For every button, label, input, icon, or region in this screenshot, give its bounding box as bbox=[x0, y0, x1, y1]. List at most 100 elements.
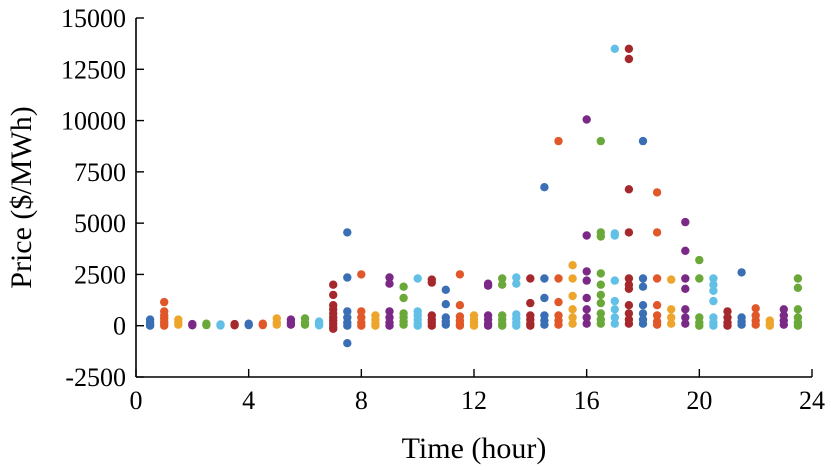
data-point bbox=[624, 319, 634, 328]
data-point bbox=[793, 321, 803, 330]
data-point bbox=[723, 321, 732, 330]
data-point bbox=[272, 320, 281, 329]
data-point bbox=[230, 321, 239, 330]
data-point bbox=[709, 274, 718, 283]
data-point bbox=[568, 274, 577, 283]
data-point bbox=[174, 320, 183, 329]
data-point bbox=[624, 44, 634, 53]
x-tick-label: 16 bbox=[574, 386, 600, 415]
data-point bbox=[582, 319, 591, 328]
data-point bbox=[793, 305, 803, 314]
y-tick-label: 5000 bbox=[74, 209, 126, 238]
data-point bbox=[779, 320, 788, 329]
data-point bbox=[540, 293, 549, 303]
data-point bbox=[610, 305, 619, 314]
data-point bbox=[343, 321, 352, 330]
data-point bbox=[568, 319, 577, 328]
data-point bbox=[441, 320, 450, 329]
data-point bbox=[596, 290, 605, 300]
data-point bbox=[709, 280, 718, 289]
data-point bbox=[751, 304, 760, 313]
y-tick-label: 15000 bbox=[61, 4, 126, 33]
data-point bbox=[385, 279, 394, 288]
data-point bbox=[596, 280, 605, 289]
data-point bbox=[624, 185, 634, 194]
data-point bbox=[624, 284, 634, 293]
data-point bbox=[399, 282, 408, 291]
data-point bbox=[526, 321, 535, 330]
data-point bbox=[540, 183, 549, 192]
data-point bbox=[793, 274, 803, 283]
data-point bbox=[357, 321, 366, 330]
data-points bbox=[145, 44, 803, 348]
data-point bbox=[568, 313, 577, 322]
data-point bbox=[709, 296, 718, 306]
data-point bbox=[385, 273, 394, 282]
y-tick-label: 10000 bbox=[61, 107, 126, 136]
data-point bbox=[286, 320, 296, 329]
data-point bbox=[610, 319, 619, 328]
x-axis-title: Time (hour) bbox=[402, 432, 547, 465]
data-point bbox=[258, 320, 267, 330]
data-point bbox=[498, 274, 507, 283]
data-point bbox=[624, 309, 634, 318]
data-point bbox=[483, 321, 493, 330]
data-point bbox=[385, 321, 394, 330]
data-point bbox=[568, 261, 577, 270]
data-point bbox=[596, 136, 605, 146]
data-point bbox=[638, 136, 648, 146]
data-point bbox=[455, 301, 465, 310]
data-point bbox=[413, 321, 422, 330]
data-point bbox=[399, 293, 408, 303]
data-point bbox=[568, 291, 577, 301]
x-tick-label: 8 bbox=[355, 386, 368, 415]
y-tick-label: 12500 bbox=[61, 55, 126, 84]
data-point bbox=[737, 268, 746, 277]
y-axis-title: Price ($/MWh) bbox=[5, 106, 38, 288]
data-point bbox=[512, 273, 521, 282]
data-point bbox=[329, 290, 338, 300]
data-point bbox=[512, 279, 521, 288]
data-point bbox=[624, 228, 634, 237]
data-point bbox=[427, 278, 436, 287]
data-point bbox=[610, 231, 619, 240]
data-point bbox=[709, 286, 718, 295]
data-point bbox=[638, 301, 648, 310]
data-point bbox=[343, 273, 352, 282]
data-point bbox=[554, 320, 563, 329]
data-point bbox=[202, 320, 211, 330]
data-point bbox=[667, 305, 676, 314]
data-point bbox=[554, 136, 563, 146]
data-point bbox=[329, 324, 338, 333]
x-tick-label: 24 bbox=[799, 386, 825, 415]
data-point bbox=[498, 280, 507, 289]
data-point bbox=[455, 270, 465, 279]
data-point bbox=[498, 321, 507, 330]
x-tick-label: 0 bbox=[130, 386, 143, 415]
data-point bbox=[582, 293, 591, 303]
data-point bbox=[568, 305, 577, 314]
data-point bbox=[540, 274, 549, 283]
data-point bbox=[681, 274, 690, 283]
data-point bbox=[638, 282, 648, 291]
data-point bbox=[638, 319, 648, 328]
data-point bbox=[681, 313, 690, 322]
x-tick-label: 4 bbox=[242, 386, 255, 415]
data-point bbox=[357, 307, 366, 316]
x-tick-label: 20 bbox=[686, 386, 712, 415]
data-point bbox=[596, 319, 605, 328]
data-point bbox=[160, 297, 169, 307]
data-point bbox=[399, 320, 408, 329]
data-point bbox=[554, 274, 563, 283]
data-point bbox=[314, 321, 324, 330]
data-point bbox=[188, 321, 197, 330]
data-point bbox=[667, 313, 676, 322]
data-point bbox=[385, 307, 394, 316]
data-point bbox=[652, 228, 662, 237]
data-point bbox=[638, 309, 648, 318]
y-tick-label: 0 bbox=[113, 312, 126, 341]
data-point bbox=[681, 305, 690, 314]
data-point bbox=[610, 276, 619, 285]
data-point bbox=[793, 283, 803, 292]
